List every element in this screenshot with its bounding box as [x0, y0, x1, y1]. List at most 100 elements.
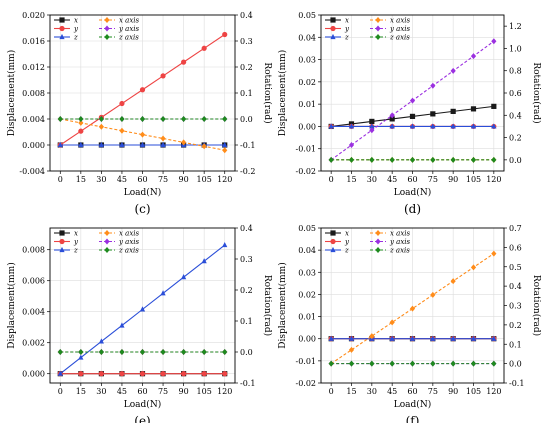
data-point-zr — [181, 116, 187, 122]
y-tick-label: 0.04 — [298, 33, 316, 42]
x-tick-label: 120 — [486, 387, 501, 396]
legend-label-z: z — [344, 34, 349, 42]
data-point-xr — [119, 127, 125, 134]
chart-panel-d: 0 15 30 45 60 75 90 105 120 -0.02 -0.01 0.00 0.01 0.0… — [277, 11, 542, 216]
legend-marker-yr — [375, 238, 381, 245]
x-tick-label: 15 — [346, 387, 356, 396]
y2-tick-label: 0.2 — [509, 134, 522, 143]
y2-tick-label: 0.0 — [240, 348, 253, 357]
data-point-zr — [450, 156, 456, 163]
x-tick-label: 75 — [428, 175, 438, 184]
data-point-zr — [222, 349, 228, 355]
data-point-y — [222, 371, 228, 377]
panel-label: (d) — [404, 202, 421, 216]
series-line-xr — [60, 118, 225, 151]
y2-tick-label: 0.3 — [240, 37, 253, 46]
data-point-zr — [98, 116, 104, 122]
data-point-z — [160, 141, 166, 148]
data-point-x — [409, 113, 416, 119]
y-tick-label: 0.01 — [298, 100, 316, 109]
y2-tick-label: 0.2 — [240, 286, 253, 295]
chart-panel-f: 0 15 30 45 60 75 90 105 120 -0.02 -0.01 0.00 0.01 0.0… — [277, 224, 542, 423]
legend-marker-xr — [104, 230, 110, 236]
data-point-zr — [160, 116, 166, 122]
data-point-xr — [369, 333, 375, 340]
legend-marker-zr — [375, 247, 381, 253]
data-point-z — [409, 335, 416, 341]
data-point-zr — [491, 156, 497, 163]
y-tick-label: 0.05 — [298, 224, 316, 233]
legend-marker-xr — [375, 230, 381, 236]
y-tick-label: 0.03 — [298, 268, 316, 277]
data-point-y — [119, 100, 125, 107]
x-tick-label: 0 — [58, 175, 63, 184]
x-tick-label: 120 — [217, 387, 232, 396]
chart-panel-c: 0 15 30 45 60 75 90 105 120 -0.004 0.000 0.004 0.008… — [6, 11, 273, 216]
y2-tick-label: 0.1 — [240, 317, 253, 326]
x-tick-label: 0 — [329, 387, 334, 396]
data-point-x — [470, 106, 477, 112]
x-tick-label: 90 — [448, 175, 458, 184]
data-point-zr — [409, 156, 416, 163]
data-point-zr — [98, 349, 104, 355]
legend-marker-zr — [104, 247, 110, 253]
x-tick-label: 60 — [407, 175, 417, 184]
x-tick-label: 120 — [486, 175, 501, 184]
y-tick-label: 0.016 — [22, 37, 45, 46]
legend-marker-y — [330, 238, 336, 245]
data-point-zr — [181, 349, 187, 355]
y2-tick-label: 0.2 — [240, 63, 253, 72]
data-point-z — [160, 290, 166, 296]
x-tick-label: 60 — [407, 387, 417, 396]
y2-tick-label: 0.5 — [509, 263, 522, 272]
y-tick-label: 0.012 — [22, 63, 45, 72]
x-tick-label: 30 — [96, 387, 106, 396]
data-point-zr — [470, 360, 477, 367]
panel-label: (c) — [134, 202, 150, 216]
data-point-z — [470, 123, 477, 129]
y2-axis-label: Rotation(rad) — [262, 275, 273, 336]
legend-marker-xr — [104, 17, 110, 23]
legend-label-xr: x axis — [390, 230, 411, 238]
y-axis-label: Displacement(mm) — [277, 262, 288, 348]
data-point-xr — [201, 143, 207, 150]
legend-label-zr: z axis — [118, 34, 139, 42]
x-tick-label: 0 — [58, 387, 63, 396]
data-point-y — [181, 371, 187, 377]
data-point-xr — [430, 291, 436, 298]
legend-label-xr: x axis — [119, 17, 140, 25]
data-point-y — [160, 73, 166, 79]
data-point-z — [98, 141, 104, 148]
y2-tick-label: 0.4 — [509, 282, 522, 291]
data-point-xr — [139, 131, 146, 138]
legend-marker-x — [330, 230, 336, 236]
x-tick-label: 105 — [466, 387, 481, 396]
y2-tick-label: -0.2 — [240, 167, 255, 176]
legend-label-y: y — [344, 238, 350, 246]
data-point-zr — [348, 360, 355, 367]
data-point-z — [369, 123, 375, 129]
y2-tick-label: 0.6 — [509, 89, 522, 98]
legend-label-y: y — [344, 25, 350, 33]
y2-tick-label: -0.1 — [240, 141, 255, 150]
data-point-z — [57, 370, 63, 376]
chart-panel-e: 0 15 30 45 60 75 90 105 120 0.000 0.002 0.004 0.006 0… — [6, 224, 273, 423]
data-point-y — [78, 128, 84, 134]
y-tick-label: 0.00 — [298, 335, 316, 344]
legend-marker-x — [59, 17, 65, 23]
y-axis-label: Displacement(mm) — [277, 50, 288, 136]
data-point-yr — [491, 38, 497, 45]
legend-marker-y — [59, 238, 65, 245]
y2-tick-label: 0.1 — [240, 89, 253, 98]
x-tick-label: 120 — [217, 175, 232, 184]
y2-axis-label: Rotation(rad) — [262, 62, 273, 123]
y2-tick-label: 0.4 — [240, 224, 253, 233]
y2-tick-label: 0.1 — [509, 340, 522, 349]
data-point-y — [98, 371, 104, 377]
y2-tick-label: 0.7 — [509, 224, 522, 233]
x-tick-label: 45 — [387, 175, 397, 184]
data-point-zr — [78, 116, 84, 122]
x-tick-label: 75 — [428, 387, 438, 396]
data-point-x — [450, 108, 456, 114]
data-point-yr — [348, 142, 355, 149]
